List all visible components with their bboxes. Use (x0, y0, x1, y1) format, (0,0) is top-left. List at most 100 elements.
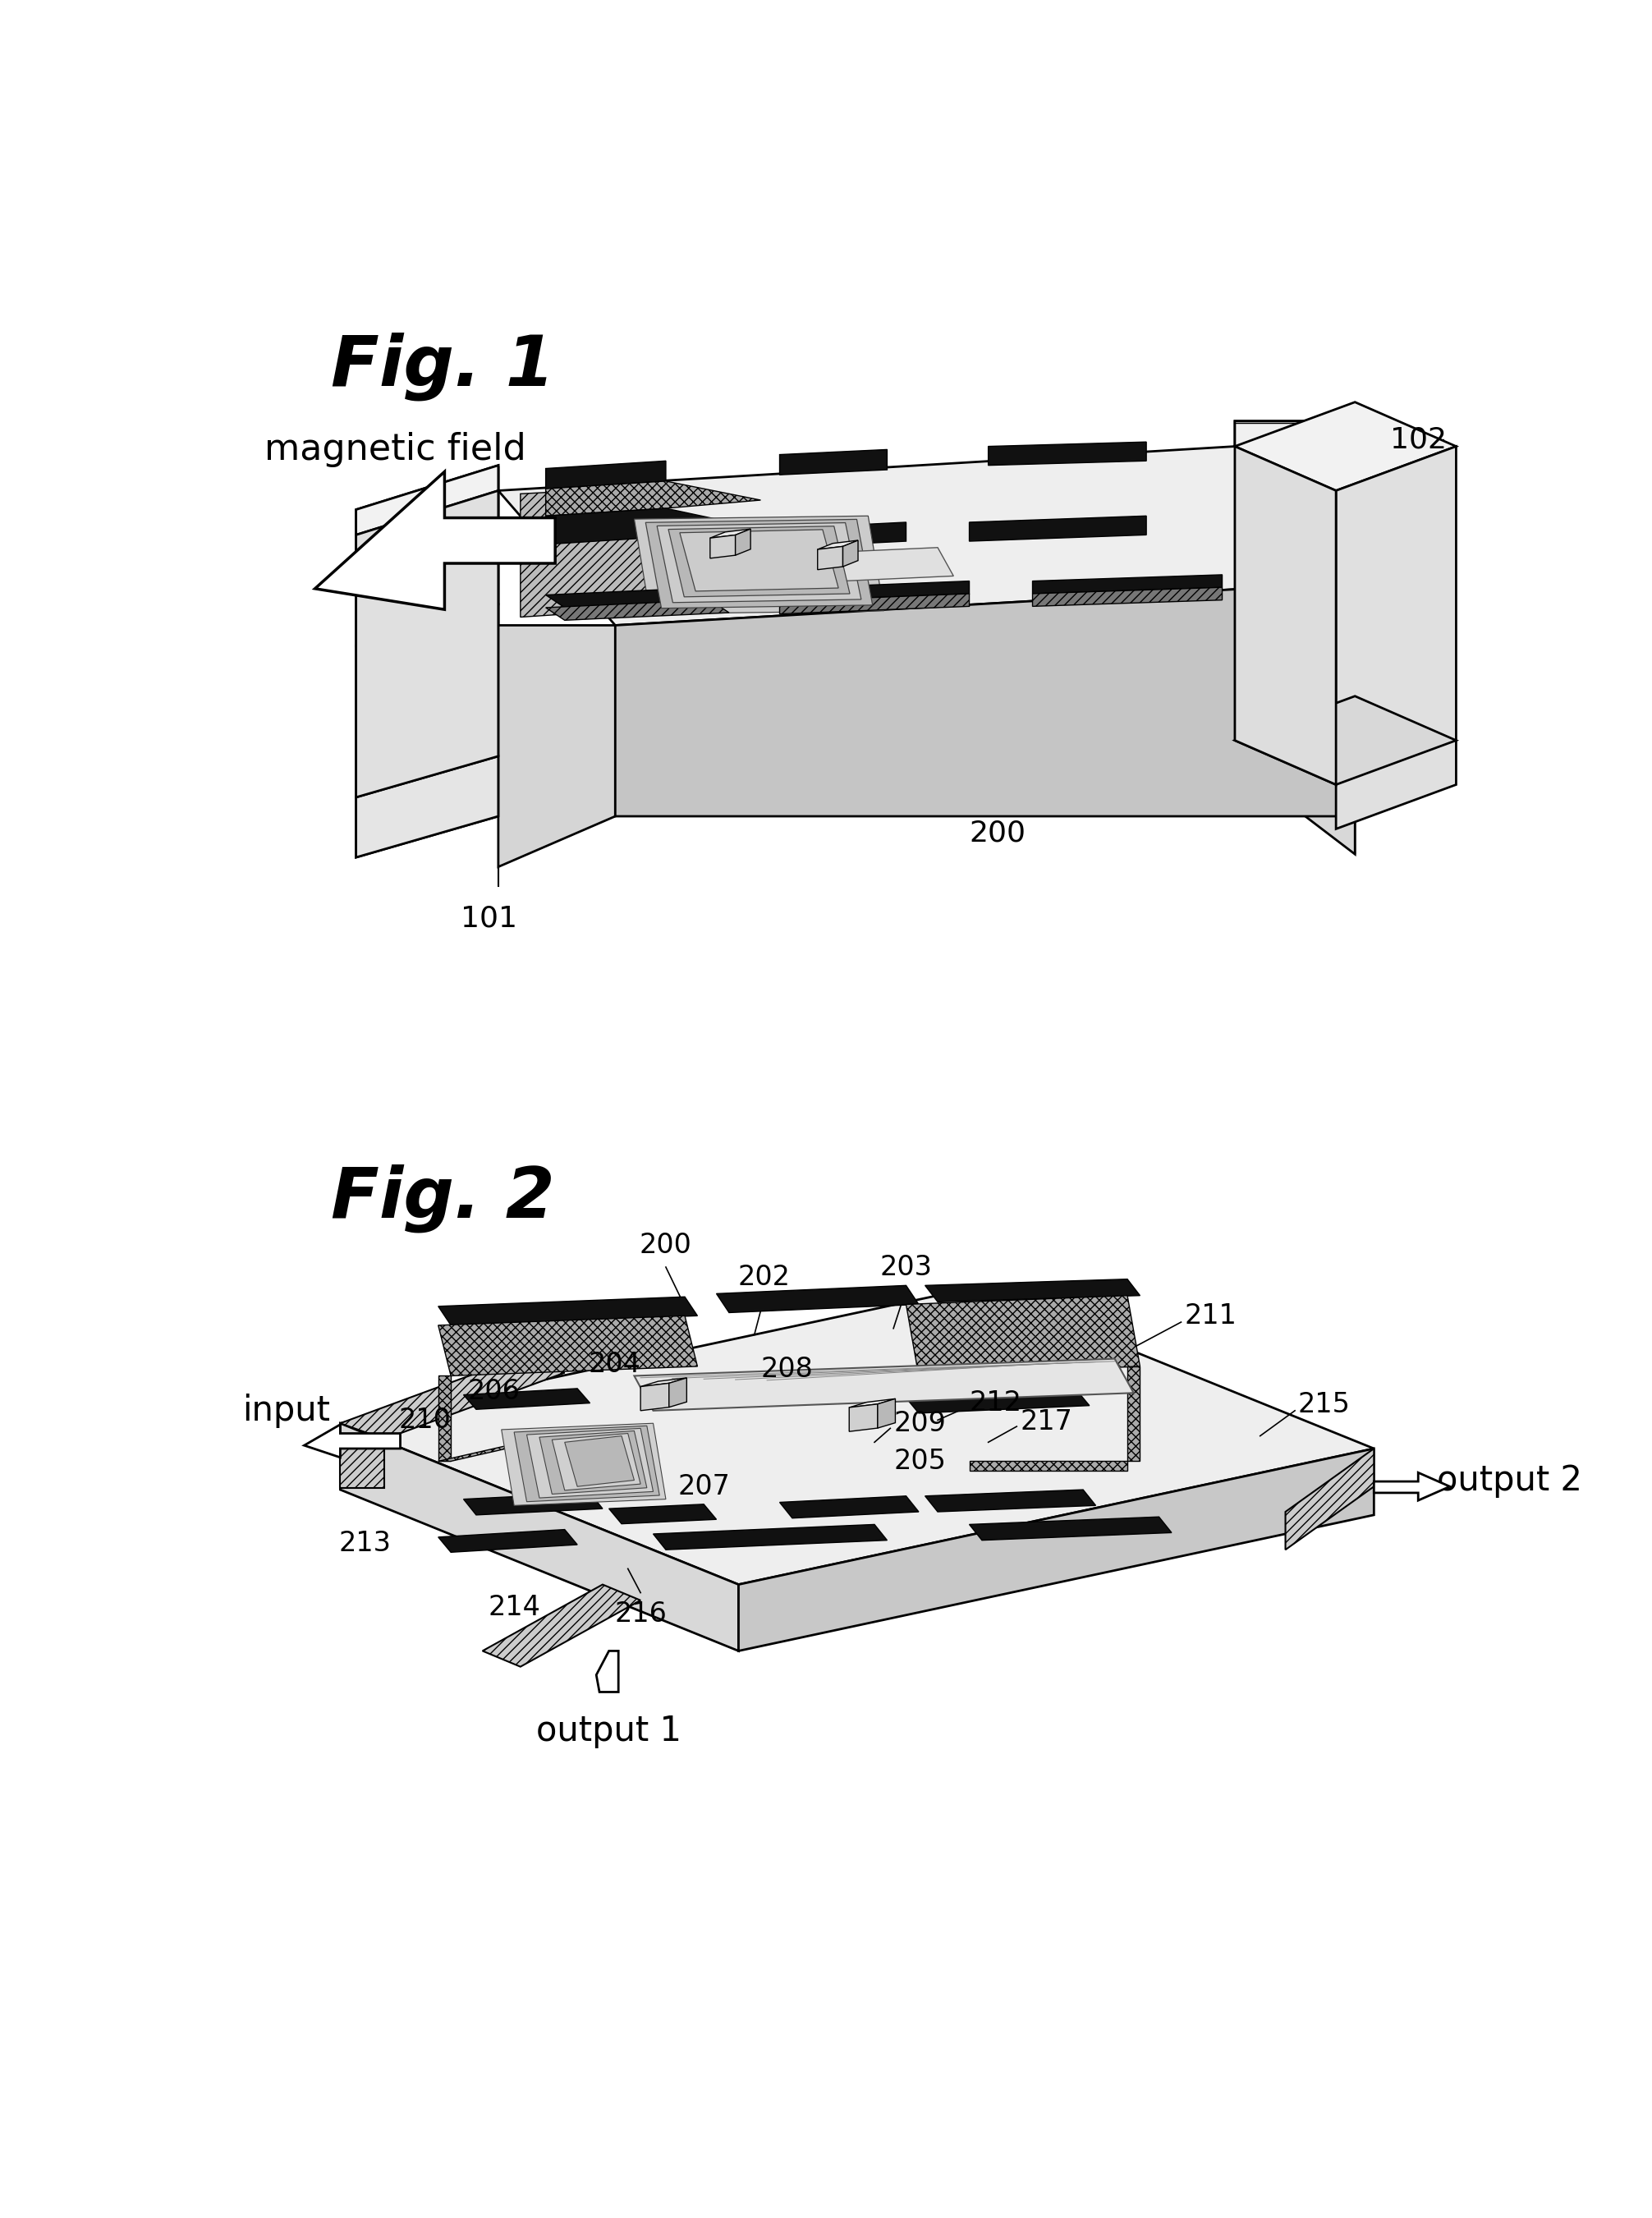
Text: 202: 202 (737, 1264, 790, 1291)
Polygon shape (634, 1360, 1133, 1411)
Polygon shape (1234, 466, 1355, 854)
Polygon shape (527, 1428, 653, 1497)
Polygon shape (340, 1286, 1374, 1584)
Polygon shape (1032, 588, 1222, 606)
Polygon shape (545, 601, 729, 621)
Polygon shape (552, 1433, 641, 1490)
Polygon shape (818, 546, 843, 570)
Polygon shape (818, 541, 857, 550)
Polygon shape (565, 1435, 634, 1486)
Text: 204: 204 (588, 1351, 641, 1377)
Polygon shape (1234, 696, 1455, 785)
Polygon shape (641, 1377, 687, 1386)
Text: 210: 210 (398, 1406, 451, 1433)
Polygon shape (1336, 446, 1455, 830)
Text: output 2: output 2 (1437, 1464, 1583, 1497)
Polygon shape (1285, 1448, 1374, 1550)
Polygon shape (843, 541, 857, 566)
Text: 216: 216 (615, 1601, 667, 1628)
Polygon shape (877, 1400, 895, 1428)
Polygon shape (545, 588, 729, 608)
Text: Fig. 1: Fig. 1 (330, 333, 555, 401)
Text: 207: 207 (677, 1473, 730, 1499)
Polygon shape (1127, 1366, 1140, 1462)
Text: 206: 206 (468, 1377, 520, 1406)
Text: 101: 101 (461, 905, 517, 934)
Polygon shape (669, 1377, 687, 1406)
Polygon shape (464, 1493, 603, 1515)
Polygon shape (545, 461, 666, 488)
Polygon shape (540, 1431, 648, 1495)
Text: 211: 211 (1184, 1302, 1237, 1329)
Polygon shape (780, 594, 970, 614)
Polygon shape (357, 606, 499, 858)
Polygon shape (357, 490, 499, 796)
Polygon shape (738, 1448, 1374, 1650)
Polygon shape (925, 1280, 1140, 1302)
Polygon shape (710, 528, 750, 539)
Polygon shape (1234, 421, 1355, 557)
Polygon shape (316, 472, 555, 610)
Polygon shape (499, 446, 1355, 625)
Polygon shape (1234, 421, 1355, 557)
Text: 213: 213 (339, 1530, 392, 1557)
Polygon shape (710, 535, 735, 559)
Text: 200: 200 (970, 818, 1026, 847)
Polygon shape (357, 466, 499, 535)
Text: 217: 217 (1019, 1408, 1072, 1435)
Polygon shape (780, 581, 970, 601)
Text: 102: 102 (1389, 426, 1447, 455)
Polygon shape (780, 521, 905, 548)
Text: 208: 208 (760, 1355, 813, 1384)
Text: 209: 209 (894, 1411, 947, 1437)
Polygon shape (679, 530, 839, 592)
Text: magnetic field: magnetic field (264, 433, 525, 468)
Polygon shape (438, 1375, 451, 1462)
Polygon shape (438, 1315, 697, 1375)
Polygon shape (482, 1584, 641, 1666)
Polygon shape (641, 1384, 669, 1411)
Polygon shape (849, 1400, 895, 1408)
Polygon shape (657, 523, 861, 603)
Polygon shape (499, 625, 615, 867)
Polygon shape (925, 1490, 1095, 1513)
Polygon shape (646, 519, 872, 608)
Polygon shape (520, 486, 666, 617)
Text: 212: 212 (970, 1388, 1023, 1417)
Polygon shape (357, 756, 499, 858)
Polygon shape (340, 1357, 565, 1439)
Polygon shape (1032, 574, 1222, 594)
Polygon shape (610, 1504, 717, 1524)
Polygon shape (545, 481, 760, 517)
Text: 200: 200 (639, 1231, 692, 1260)
Text: Fig. 2: Fig. 2 (330, 1164, 555, 1233)
Text: input: input (243, 1393, 330, 1428)
Polygon shape (780, 450, 887, 475)
Text: 215: 215 (1298, 1391, 1350, 1417)
Polygon shape (653, 1524, 887, 1550)
Polygon shape (438, 1530, 577, 1553)
Polygon shape (596, 1650, 618, 1692)
Polygon shape (905, 1295, 1140, 1375)
Polygon shape (438, 1298, 697, 1326)
Text: 205: 205 (894, 1448, 947, 1475)
Polygon shape (1234, 401, 1455, 490)
Polygon shape (717, 1286, 919, 1313)
Polygon shape (970, 1462, 1127, 1471)
Polygon shape (988, 441, 1146, 466)
Polygon shape (1374, 1473, 1450, 1499)
Polygon shape (849, 1404, 877, 1431)
Polygon shape (970, 517, 1146, 541)
Polygon shape (514, 1426, 659, 1502)
Polygon shape (780, 1495, 919, 1517)
Polygon shape (905, 1391, 1089, 1413)
Polygon shape (340, 1439, 385, 1488)
Text: 214: 214 (487, 1595, 540, 1621)
Polygon shape (502, 1424, 666, 1506)
Polygon shape (464, 1388, 590, 1408)
Polygon shape (735, 528, 750, 554)
Polygon shape (970, 1517, 1171, 1539)
Polygon shape (1234, 446, 1336, 785)
Polygon shape (340, 1424, 738, 1650)
Polygon shape (357, 466, 499, 645)
